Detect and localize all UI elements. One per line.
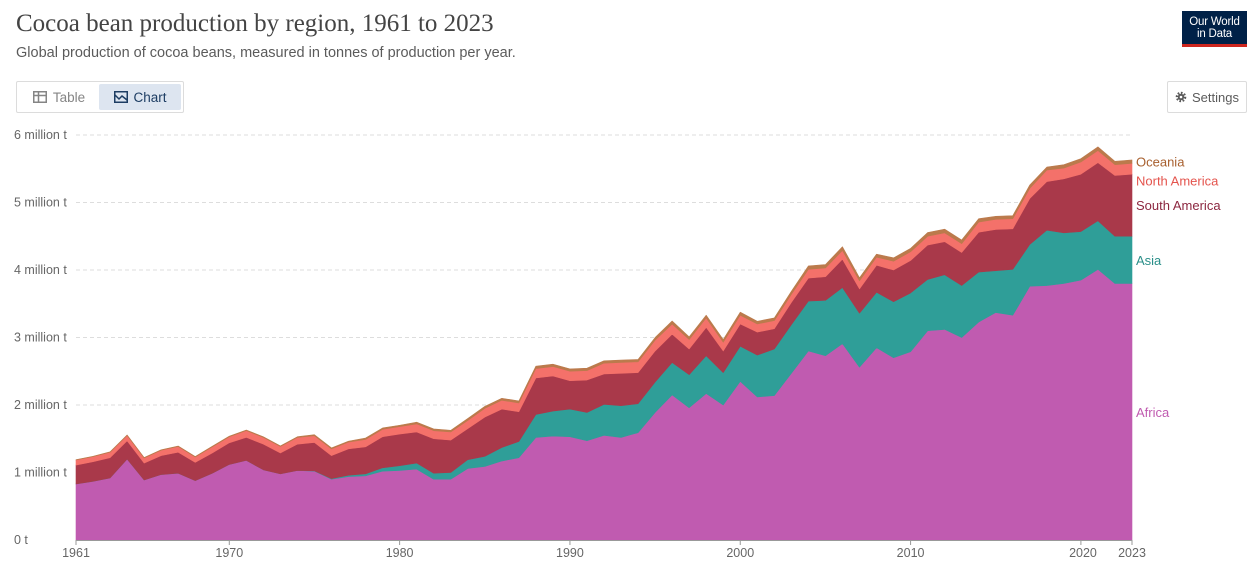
area-oceania <box>75 146 1133 461</box>
legend-label-north-america: North America <box>1136 174 1219 189</box>
chart-icon <box>113 91 128 103</box>
gear-icon <box>1175 91 1187 103</box>
settings-label: Settings <box>1192 89 1239 105</box>
view-tabs: Table Chart <box>16 81 184 113</box>
y-axis: 0 t 1 million t 2 million t 3 million t 4 mi… <box>14 128 67 547</box>
x-axis: 1961 1970 1980 1990 2000 2010 2020 2023 <box>62 540 1146 560</box>
legend-label-south-america: South America <box>1136 198 1221 213</box>
area-series <box>75 146 1133 541</box>
page-title: Cocoa bean production by region, 1961 to… <box>16 10 494 37</box>
x-tick-label: 2020 <box>1069 546 1097 560</box>
owid-logo[interactable]: Our World in Data <box>1182 11 1247 47</box>
logo-line-1: Our World <box>1189 16 1240 28</box>
legend-label-asia: Asia <box>1136 253 1162 268</box>
x-tick-label: 1970 <box>215 546 243 560</box>
table-icon <box>32 91 47 103</box>
x-tick-label: 1980 <box>386 546 414 560</box>
y-tick-label: 5 million t <box>14 196 67 210</box>
page-subtitle: Global production of cocoa beans, measur… <box>16 45 516 61</box>
tab-chart-label: Chart <box>133 89 167 105</box>
settings-button[interactable]: Settings <box>1167 81 1247 113</box>
x-tick-label: 1990 <box>556 546 584 560</box>
legend-label-africa: Africa <box>1136 405 1170 420</box>
x-tick-label: 2023 <box>1118 546 1146 560</box>
legend: Oceania North America South America Asia Afr… <box>1136 155 1221 420</box>
tab-table-label: Table <box>52 89 86 105</box>
logo-line-2: in Data <box>1196 28 1233 40</box>
tab-table[interactable]: Table <box>19 84 99 110</box>
y-tick-label: 0 t <box>14 533 28 547</box>
y-tick-label: 4 million t <box>14 263 67 277</box>
x-tick-label: 1961 <box>62 546 90 560</box>
y-tick-label: 3 million t <box>14 331 67 345</box>
x-tick-label: 2000 <box>726 546 754 560</box>
y-tick-label: 2 million t <box>14 398 67 412</box>
x-tick-label: 2010 <box>897 546 925 560</box>
legend-label-oceania: Oceania <box>1136 155 1185 170</box>
y-tick-label: 6 million t <box>14 128 67 142</box>
tab-chart[interactable]: Chart <box>99 84 181 110</box>
y-tick-label: 1 million t <box>14 466 67 480</box>
